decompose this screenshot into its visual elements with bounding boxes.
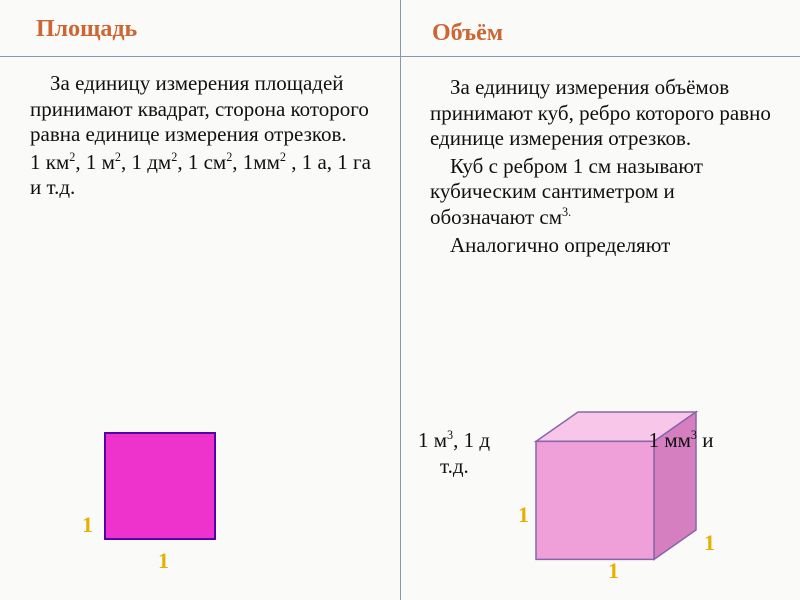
right-para3: Аналогично определяют xyxy=(430,233,782,259)
right-column: Объём За единицу измерения объёмов прини… xyxy=(400,0,800,600)
right-para2: Куб с ребром 1 см называют кубическим са… xyxy=(430,154,782,231)
square-label-left: 1 xyxy=(82,512,93,538)
cube-label-right: 1 xyxy=(704,530,715,556)
left-heading: Площадь xyxy=(0,0,400,57)
vertical-divider xyxy=(400,0,401,600)
after-l1a: 1 м3, 1 д xyxy=(418,428,490,452)
left-body: За единицу измерения площадей принимают … xyxy=(0,57,400,201)
right-para1: За единицу измерения объёмов принимают к… xyxy=(430,75,782,152)
right-after-cube: 1 м3, 1 д 1 мм3 и т.д. xyxy=(400,428,800,479)
left-column: Площадь За единицу измерения площадей пр… xyxy=(0,0,400,600)
left-para1: За единицу измерения площадей принимают … xyxy=(30,71,382,148)
unit-square: 1 1 xyxy=(104,432,244,572)
cube-label-left: 1 xyxy=(518,502,529,528)
right-body: За единицу измерения объёмов принимают к… xyxy=(400,61,800,258)
after-l1b: 1 мм3 и xyxy=(649,428,714,452)
horizontal-divider xyxy=(0,56,800,57)
slide-container: Площадь За единицу измерения площадей пр… xyxy=(0,0,800,600)
right-heading: Объём xyxy=(400,0,800,61)
left-para2: 1 км2, 1 м2, 1 дм2, 1 см2, 1мм2 , 1 а, 1… xyxy=(30,150,382,201)
square-label-bottom: 1 xyxy=(158,548,169,574)
square-shape xyxy=(104,432,216,540)
after-l2: т.д. xyxy=(418,454,800,480)
cube-label-bottom: 1 xyxy=(608,558,619,584)
